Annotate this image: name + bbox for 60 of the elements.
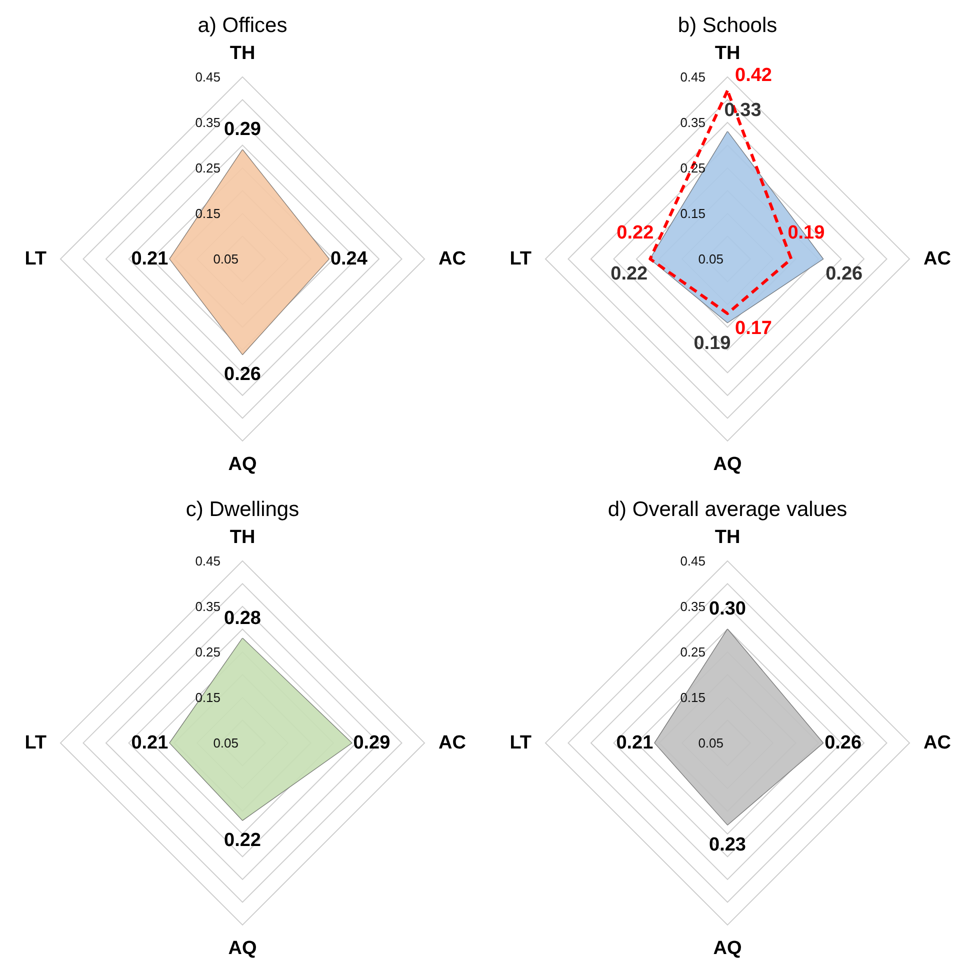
spoke-label: AQ bbox=[228, 454, 257, 475]
spoke-label: AQ bbox=[228, 938, 257, 959]
data-label: 0.19 bbox=[788, 222, 825, 244]
y-tick-label: 0.15 bbox=[195, 206, 220, 221]
data-label: 0.22 bbox=[610, 264, 648, 285]
y-tick-label: 0.45 bbox=[195, 69, 220, 84]
spoke-label: LT bbox=[510, 732, 532, 754]
data-label: 0.21 bbox=[131, 732, 169, 754]
data-label: 0.23 bbox=[709, 834, 746, 856]
y-tick-label: 0.45 bbox=[680, 553, 706, 568]
data-label: 0.24 bbox=[330, 248, 368, 270]
data-label: 0.29 bbox=[224, 119, 261, 140]
spoke-label: AQ bbox=[713, 938, 742, 959]
data-label: 0.17 bbox=[734, 318, 772, 340]
chart-title: c) Dwellings bbox=[186, 498, 300, 521]
spoke-label: LT bbox=[24, 248, 47, 270]
spoke-label: AC bbox=[438, 248, 466, 270]
y-tick-label: 0.05 bbox=[213, 251, 238, 266]
spoke-label: AC bbox=[924, 732, 952, 754]
y-tick-label: 0.15 bbox=[680, 690, 706, 705]
chart-title: b) Schools bbox=[678, 14, 778, 37]
y-tick-label: 0.35 bbox=[195, 598, 220, 614]
y-tick-label: 0.35 bbox=[680, 114, 706, 130]
y-tick-label: 0.45 bbox=[680, 69, 706, 84]
spoke-label: AC bbox=[924, 248, 952, 270]
chart-title: a) Offices bbox=[198, 14, 288, 37]
data-label: 0.30 bbox=[709, 598, 746, 620]
data-label: 0.22 bbox=[616, 222, 654, 244]
y-tick-label: 0.25 bbox=[680, 644, 706, 660]
data-label: 0.29 bbox=[353, 732, 390, 754]
spoke-label: TH bbox=[714, 42, 740, 64]
spoke-label: TH bbox=[230, 526, 256, 548]
data-label: 0.33 bbox=[724, 100, 762, 122]
y-tick-label: 0.45 bbox=[195, 553, 220, 568]
y-tick-label: 0.25 bbox=[195, 160, 220, 176]
spoke-label: AC bbox=[438, 732, 466, 754]
data-label: 0.22 bbox=[224, 830, 261, 851]
data-label: 0.26 bbox=[826, 264, 863, 285]
data-label: 0.26 bbox=[824, 732, 862, 754]
data-label: 0.28 bbox=[224, 608, 261, 629]
data-label: 0.21 bbox=[131, 248, 169, 270]
y-tick-label: 0.15 bbox=[195, 690, 220, 705]
data-label: 0.42 bbox=[734, 65, 772, 86]
spoke-label: AQ bbox=[713, 454, 742, 475]
spoke-label: TH bbox=[714, 526, 740, 548]
y-tick-label: 0.25 bbox=[680, 160, 706, 176]
y-tick-label: 0.05 bbox=[698, 251, 724, 266]
spoke-label: LT bbox=[24, 732, 47, 754]
y-tick-label: 0.15 bbox=[680, 206, 706, 221]
y-tick-label: 0.35 bbox=[195, 114, 220, 130]
data-label: 0.21 bbox=[616, 732, 654, 754]
y-tick-label: 0.05 bbox=[213, 735, 238, 750]
spoke-label: LT bbox=[510, 248, 532, 270]
spoke-label: TH bbox=[230, 42, 256, 64]
y-tick-label: 0.05 bbox=[698, 735, 724, 750]
data-label: 0.19 bbox=[694, 333, 731, 354]
data-label: 0.26 bbox=[224, 364, 261, 385]
y-tick-label: 0.25 bbox=[195, 644, 220, 660]
chart-title: d) Overall average values bbox=[608, 498, 848, 521]
y-tick-label: 0.35 bbox=[680, 598, 706, 614]
